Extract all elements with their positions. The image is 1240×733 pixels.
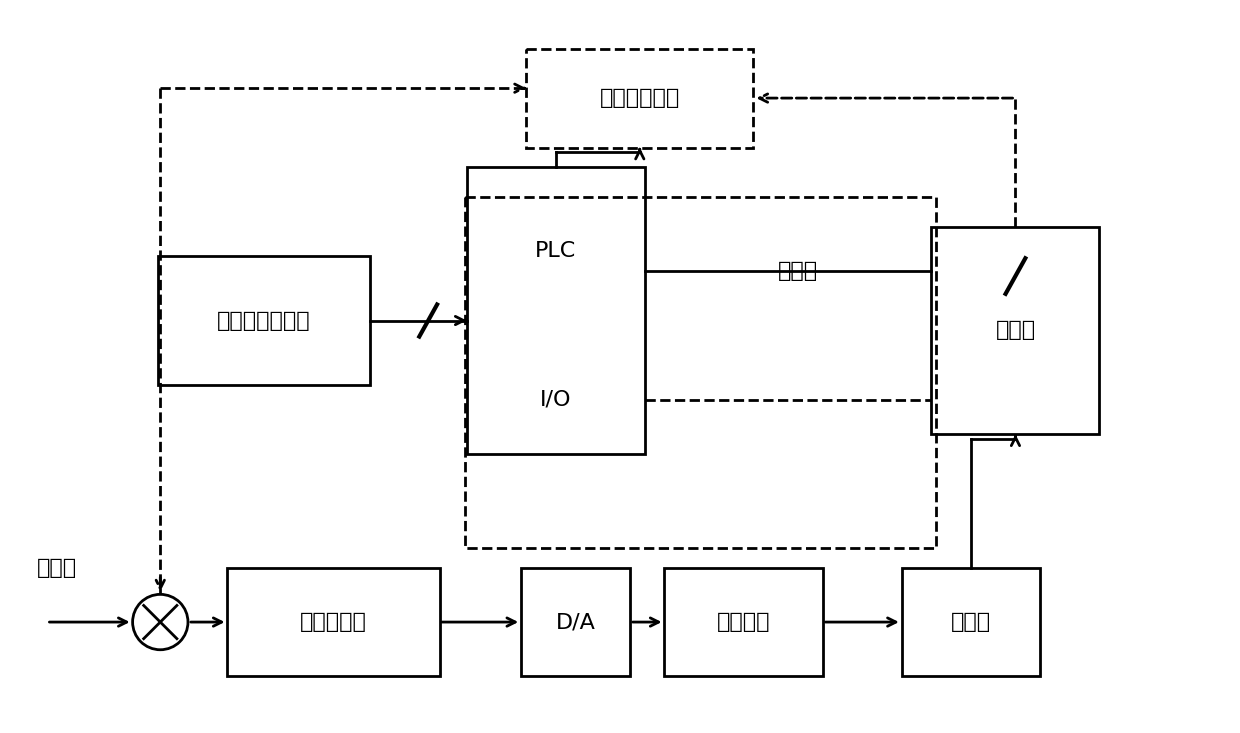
Bar [931, 226, 1100, 434]
Bar [157, 257, 371, 385]
Circle shape [133, 594, 188, 649]
Bar [526, 48, 754, 147]
Text: 模糊神经系统: 模糊神经系统 [600, 88, 680, 108]
Text: I/O: I/O [539, 390, 572, 410]
Text: 位置值: 位置值 [37, 558, 77, 578]
Text: 源误差信号测量: 源误差信号测量 [217, 311, 311, 331]
Text: 编码器: 编码器 [996, 320, 1035, 340]
Bar [901, 567, 1040, 677]
Bar [465, 197, 936, 548]
Text: 伺服电机: 伺服电机 [717, 612, 770, 632]
Text: 位置修正量: 位置修正量 [300, 612, 367, 632]
Text: D/A: D/A [556, 612, 595, 632]
Text: PLC: PLC [536, 241, 577, 262]
Bar [227, 567, 439, 677]
Bar [521, 567, 630, 677]
Bar [466, 167, 645, 454]
Text: 工作台: 工作台 [951, 612, 991, 632]
Bar [665, 567, 822, 677]
Text: 测量值: 测量值 [777, 261, 818, 281]
